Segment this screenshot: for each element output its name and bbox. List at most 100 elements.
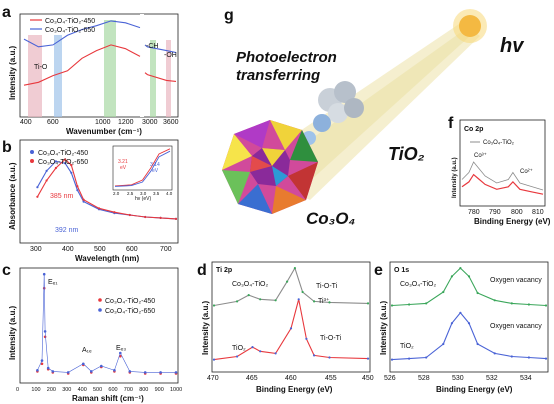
panel-b-inset-tick-1: 2.0 bbox=[113, 191, 120, 196]
panel-b-inset-ann-1: 3.21 bbox=[118, 159, 128, 165]
panel-b-ylabel: Absorbance (a.u.) bbox=[8, 162, 17, 230]
panel-a-band-2 bbox=[54, 35, 62, 117]
panel-d-tick-4: 455 bbox=[325, 375, 337, 382]
panel-b-inset-ann-2: eV bbox=[120, 165, 127, 171]
panel-f-tick-1: 780 bbox=[468, 209, 480, 216]
e-series-tio2-point-4 bbox=[450, 322, 453, 325]
f-series-co3o4-tio2 bbox=[461, 161, 544, 191]
panel-b-legend-2: Co₃O₄-TiO₂-650 bbox=[38, 159, 88, 166]
e-series-tio2-point-1 bbox=[408, 357, 411, 360]
panel-d-ann-tioti-2: Ti-O-Ti bbox=[320, 335, 342, 342]
d-series-co3o4-tio2-point-6 bbox=[293, 267, 296, 270]
panel-e-title: O 1s bbox=[394, 267, 409, 274]
d-series-tio2-point-7 bbox=[305, 337, 308, 340]
sun-icon bbox=[453, 9, 487, 43]
panel-a-plot bbox=[23, 20, 177, 86]
panel-d-title: Ti 2p bbox=[216, 267, 232, 274]
panel-f-legend-1: Co₃O₄-TiO₂ bbox=[483, 140, 515, 146]
e-series-co3o4-tio2-point-8 bbox=[493, 299, 496, 302]
panel-a-ann-tio: Ti-O bbox=[34, 64, 48, 71]
d-series-co3o4-tio2-point-8 bbox=[313, 300, 316, 303]
panel-g-hv: hv bbox=[500, 35, 525, 57]
panel-d-xlabel: Binding Energy (eV) bbox=[256, 385, 333, 394]
tio2-cluster-icon bbox=[291, 81, 364, 155]
panel-g-title-1: Photoelectron bbox=[236, 49, 337, 66]
panel-c-tick-5: 500 bbox=[93, 387, 102, 393]
panel-e-tick-4: 532 bbox=[486, 375, 498, 382]
d-series-tio2-point-4 bbox=[274, 352, 277, 355]
panel-b-inset-frame bbox=[112, 145, 173, 191]
d-series-tio2-point-9 bbox=[328, 356, 331, 359]
panel-b-legend-mark-1 bbox=[30, 150, 34, 154]
e-series-co3o4-tio2-point-5 bbox=[459, 267, 462, 270]
d-series-tio2-point-0 bbox=[212, 358, 216, 361]
panel-e-ylabel: Intensity (a.u.) bbox=[379, 300, 388, 355]
e-series-tio2-point-5 bbox=[459, 311, 462, 314]
e-series-co3o4-tio2-point-3 bbox=[442, 290, 445, 294]
panel-a-ylabel: Intensity (a.u.) bbox=[8, 45, 17, 100]
panel-e-tick-3: 530 bbox=[452, 375, 464, 382]
panel-a-band-3 bbox=[104, 20, 116, 117]
panel-c-tick-8: 800 bbox=[139, 387, 148, 393]
panel-c-tick-10: 1000 bbox=[170, 387, 182, 393]
panel-f-plot bbox=[461, 161, 544, 195]
panel-c-plot bbox=[36, 272, 178, 375]
c-series-450-point-3 bbox=[43, 335, 47, 339]
panel-b-tick-4: 600 bbox=[126, 246, 138, 253]
panel-e-ann-tio2: TiO₂ bbox=[400, 343, 414, 350]
b-series-650-point-10 bbox=[144, 215, 147, 219]
panel-c-ann-eg3: Eₑ₃ bbox=[116, 345, 126, 352]
d-series-co3o4-tio2-point-3 bbox=[259, 298, 262, 301]
panel-g-letter: g bbox=[224, 7, 234, 24]
e-series-tio2-point-11 bbox=[544, 357, 548, 360]
panel-f-title: Co 2p bbox=[464, 126, 483, 133]
a-series-650-right bbox=[144, 44, 177, 54]
panel-c-tick-7: 700 bbox=[124, 387, 133, 393]
b-series-650-point-3 bbox=[64, 158, 67, 161]
e-series-co3o4-tio2-point-0 bbox=[390, 304, 394, 307]
a-series-450-right bbox=[144, 72, 177, 82]
e-series-co3o4-tio2-point-1 bbox=[408, 303, 411, 306]
panel-b-inset-xlabel: hv (eV) bbox=[135, 196, 151, 202]
d-series-co3o4-tio2-point-7 bbox=[301, 290, 304, 294]
panel-b-inset-ann-3: 3.14 bbox=[150, 162, 160, 168]
panel-a-tick-6: 3600 bbox=[163, 119, 179, 126]
b-series-650-point-7 bbox=[97, 207, 101, 210]
panel-e-plot bbox=[390, 267, 548, 361]
d-series-co3o4-tio2-point-0 bbox=[212, 304, 216, 307]
b-inset-series-450 bbox=[114, 150, 171, 187]
panel-a-ann-ch: -CH bbox=[146, 43, 158, 50]
panel-c-legend-mark-1 bbox=[98, 298, 102, 302]
panel-g-tio2: TiO₂ bbox=[388, 144, 425, 164]
panel-e-ann-ov-1: Oxygen vacancy bbox=[490, 277, 542, 284]
panel-d-letter: d bbox=[197, 262, 207, 279]
panel-e-tick-5: 534 bbox=[520, 375, 532, 382]
panel-d-ann-sample: Co₃O₄-TiO₂ bbox=[232, 281, 268, 288]
panel-b-inset-tick-4: 3.5 bbox=[153, 191, 160, 196]
panel-c-legend-mark-2 bbox=[98, 308, 102, 312]
e-series-tio2 bbox=[391, 311, 547, 361]
e-series-co3o4-tio2-point-4 bbox=[450, 275, 453, 278]
panel-a-tick-2: 600 bbox=[47, 119, 59, 126]
b-series-450-point-4 bbox=[70, 171, 73, 174]
panel-a-legend-1: Co₃O₄-TiO₂-450 bbox=[45, 18, 95, 25]
d-series-co3o4-tio2-point-4 bbox=[274, 299, 277, 302]
panel-b-tick-1: 300 bbox=[30, 246, 42, 253]
panel-a-ann-oh: -OH bbox=[164, 52, 177, 59]
panel-b-legend-mark-2 bbox=[30, 159, 34, 163]
panel-e-frame bbox=[389, 261, 549, 373]
panel-c-tick-4: 400 bbox=[78, 387, 87, 393]
panel-c-tick-9: 900 bbox=[155, 387, 164, 393]
b-series-650-point-4 bbox=[70, 164, 73, 167]
panel-f: f Co 2p Co₃O₄-TiO₂ Co³⁺ Co²⁺ 780 790 800… bbox=[448, 115, 551, 226]
panel-a-xlabel: Wavenumber (cm⁻¹) bbox=[66, 127, 142, 136]
panel-b: b Co₃O₄-TiO₂-450 Co₃O₄-TiO₂-650 385 nm 3… bbox=[2, 139, 179, 263]
panel-a-letter: a bbox=[2, 4, 11, 21]
panel-c-letter: c bbox=[2, 262, 11, 279]
b-series-450-point-5 bbox=[76, 189, 79, 192]
panel-b-inset-plot bbox=[114, 148, 171, 187]
d-series-co3o4-tio2-point-1 bbox=[236, 300, 239, 303]
panel-b-xlabel: Wavelength (nm) bbox=[75, 254, 139, 263]
panel-d-frame bbox=[211, 261, 371, 373]
